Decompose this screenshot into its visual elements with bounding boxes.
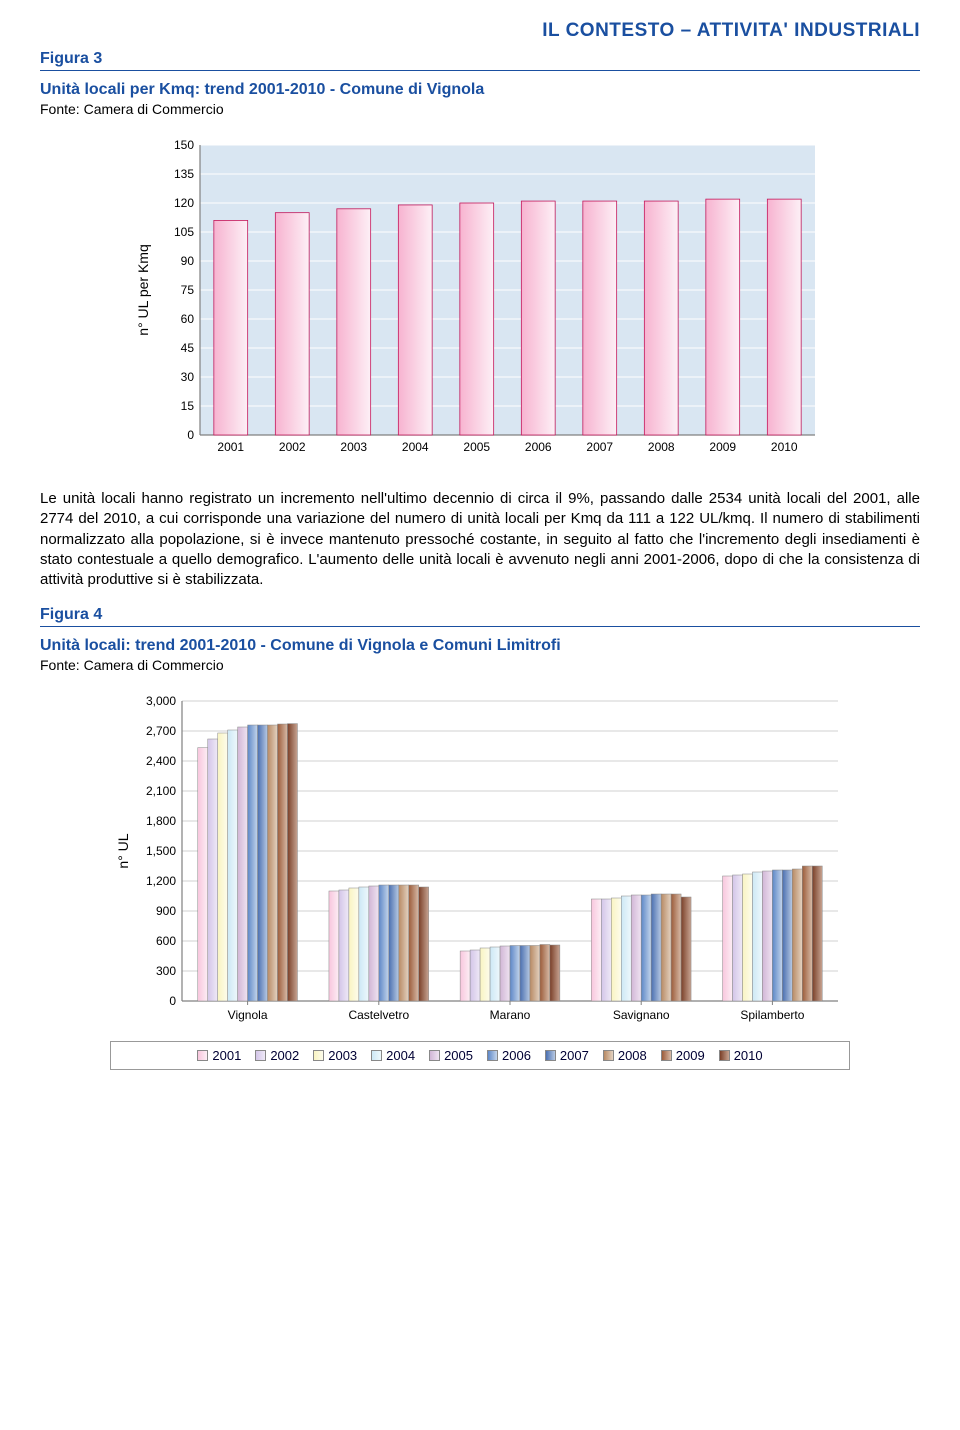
svg-text:1,500: 1,500 <box>146 844 176 858</box>
legend-label: 2010 <box>734 1048 763 1063</box>
svg-text:n° UL: n° UL <box>115 833 131 868</box>
figure4-label: Figura 4 <box>40 606 920 627</box>
legend-item: 2004 <box>371 1048 415 1063</box>
legend-swatch <box>487 1050 498 1061</box>
svg-text:Savignano: Savignano <box>613 1008 670 1022</box>
legend-label: 2009 <box>676 1048 705 1063</box>
svg-text:150: 150 <box>174 138 194 152</box>
svg-text:600: 600 <box>156 934 176 948</box>
svg-text:30: 30 <box>181 370 195 384</box>
page-header-title: IL CONTESTO – ATTIVITA' INDUSTRIALI <box>40 20 920 42</box>
svg-text:2010: 2010 <box>771 440 798 454</box>
body-paragraph: Le unità locali hanno registrato un incr… <box>40 489 920 590</box>
legend-swatch <box>255 1050 266 1061</box>
figure3-bar-chart: 0 15 30 45 60 75 90 105 120 135 150 2001 2002 2003 200… <box>130 135 830 465</box>
legend-item: 2002 <box>255 1048 299 1063</box>
figure3-title: Unità locali per Kmq: trend 2001-2010 - … <box>40 81 920 99</box>
svg-text:2,100: 2,100 <box>146 784 176 798</box>
svg-text:60: 60 <box>181 312 195 326</box>
legend-label: 2008 <box>618 1048 647 1063</box>
legend-swatch <box>313 1050 324 1061</box>
svg-text:Vignola: Vignola <box>228 1008 268 1022</box>
svg-text:2001: 2001 <box>217 440 244 454</box>
svg-text:2002: 2002 <box>279 440 306 454</box>
svg-text:3,000: 3,000 <box>146 694 176 708</box>
svg-text:2,400: 2,400 <box>146 754 176 768</box>
legend-item: 2007 <box>545 1048 589 1063</box>
legend-swatch <box>719 1050 730 1061</box>
legend-item: 2006 <box>487 1048 531 1063</box>
figure3-source: Fonte: Camera di Commercio <box>40 101 920 117</box>
svg-text:Castelvetro: Castelvetro <box>348 1008 409 1022</box>
legend-item: 2008 <box>603 1048 647 1063</box>
svg-text:2003: 2003 <box>340 440 367 454</box>
figure3-chart-container: 0 15 30 45 60 75 90 105 120 135 150 2001 2002 2003 200… <box>130 135 830 465</box>
legend-swatch <box>603 1050 614 1061</box>
svg-text:135: 135 <box>174 167 194 181</box>
svg-text:1,200: 1,200 <box>146 874 176 888</box>
svg-text:300: 300 <box>156 964 176 978</box>
figure4-title: Unità locali: trend 2001-2010 - Comune d… <box>40 637 920 655</box>
svg-text:n° UL per Kmq: n° UL per Kmq <box>135 244 151 335</box>
legend-label: 2005 <box>444 1048 473 1063</box>
figure3-label: Figura 3 <box>40 50 920 71</box>
legend-item: 2009 <box>661 1048 705 1063</box>
svg-text:15: 15 <box>181 399 195 413</box>
figure4-chart-container: 0 300 600 900 1,200 1,500 1,800 2,100 2,400 2,700… <box>110 691 850 1031</box>
figure4-grouped-bar-chart: 0 300 600 900 1,200 1,500 1,800 2,100 2,400 2,700… <box>110 691 850 1031</box>
legend-swatch <box>661 1050 672 1061</box>
legend-item: 2001 <box>197 1048 241 1063</box>
legend-label: 2001 <box>212 1048 241 1063</box>
svg-text:75: 75 <box>181 283 195 297</box>
legend-label: 2003 <box>328 1048 357 1063</box>
svg-text:0: 0 <box>187 428 194 442</box>
svg-text:2007: 2007 <box>586 440 613 454</box>
legend-swatch <box>197 1050 208 1061</box>
legend-label: 2006 <box>502 1048 531 1063</box>
svg-text:45: 45 <box>181 341 195 355</box>
svg-text:120: 120 <box>174 196 194 210</box>
svg-text:0: 0 <box>169 994 176 1008</box>
legend-label: 2007 <box>560 1048 589 1063</box>
svg-text:900: 900 <box>156 904 176 918</box>
svg-text:90: 90 <box>181 254 195 268</box>
svg-text:2,700: 2,700 <box>146 724 176 738</box>
legend-label: 2004 <box>386 1048 415 1063</box>
legend-item: 2005 <box>429 1048 473 1063</box>
legend-swatch <box>371 1050 382 1061</box>
svg-text:2009: 2009 <box>709 440 736 454</box>
svg-text:2008: 2008 <box>648 440 675 454</box>
legend-swatch <box>545 1050 556 1061</box>
svg-text:2005: 2005 <box>463 440 490 454</box>
svg-text:2004: 2004 <box>402 440 429 454</box>
figure4-source: Fonte: Camera di Commercio <box>40 657 920 673</box>
svg-text:105: 105 <box>174 225 194 239</box>
legend-item: 2003 <box>313 1048 357 1063</box>
legend-label: 2002 <box>270 1048 299 1063</box>
svg-text:2006: 2006 <box>525 440 552 454</box>
legend-swatch <box>429 1050 440 1061</box>
figure4-legend: 2001 2002 2003 2004 2005 2006 2007 2008 2009 2010 <box>110 1041 850 1070</box>
svg-text:Marano: Marano <box>490 1008 531 1022</box>
svg-text:Spilamberto: Spilamberto <box>740 1008 804 1022</box>
legend-item: 2010 <box>719 1048 763 1063</box>
svg-text:1,800: 1,800 <box>146 814 176 828</box>
